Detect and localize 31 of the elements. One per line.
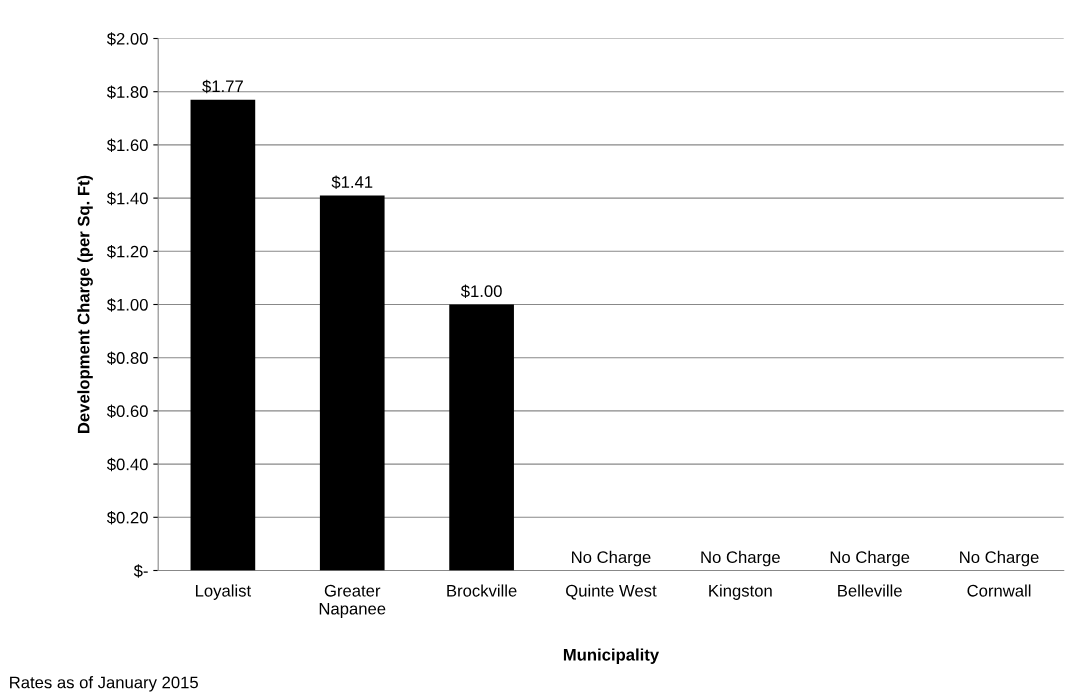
x-tick-label: Kingston [709, 584, 772, 600]
bar [449, 304, 514, 571]
data-label: No Charge [572, 550, 651, 567]
bar [190, 99, 256, 571]
y-tick-label: $1.00 [106, 298, 148, 312]
y-tick-label: $0.20 [106, 511, 148, 525]
y-tick-label: $0.40 [106, 457, 148, 472]
x-tick-label: Cornwall [967, 584, 1031, 597]
data-label: $1.77 [202, 79, 243, 94]
y-tick-label: $1.60 [106, 138, 148, 153]
y-tick-label: $0.80 [106, 351, 148, 365]
y-axis-title: Development Charge (per Sq. Ft) [77, 175, 93, 434]
x-tick-label: Greater Napanee [319, 584, 386, 618]
y-tick-label: $1.40 [106, 191, 148, 206]
data-label: $1.41 [331, 175, 373, 189]
y-tick-label: $1.20 [106, 245, 148, 259]
y-tick-label: $2.00 [106, 32, 148, 46]
y-tick-label: $0.60 [106, 404, 148, 419]
x-axis-title: Municipality [563, 648, 660, 664]
data-label: $1.00 [460, 284, 502, 299]
x-tick-label: Loyalist [195, 584, 252, 600]
bar [319, 195, 385, 571]
x-tick-label: Quinte West [566, 584, 657, 600]
data-label: No Charge [830, 550, 910, 567]
data-label: No Charge [701, 550, 780, 567]
data-label: No Charge [960, 550, 1039, 567]
y-tick-label: $1.80 [106, 85, 148, 99]
y-tick-label: $- [133, 564, 148, 578]
x-tick-label: Belleville [838, 584, 902, 597]
text: Rates as of January 2015 [10, 676, 198, 692]
x-tick-label: Brockville [447, 584, 517, 597]
